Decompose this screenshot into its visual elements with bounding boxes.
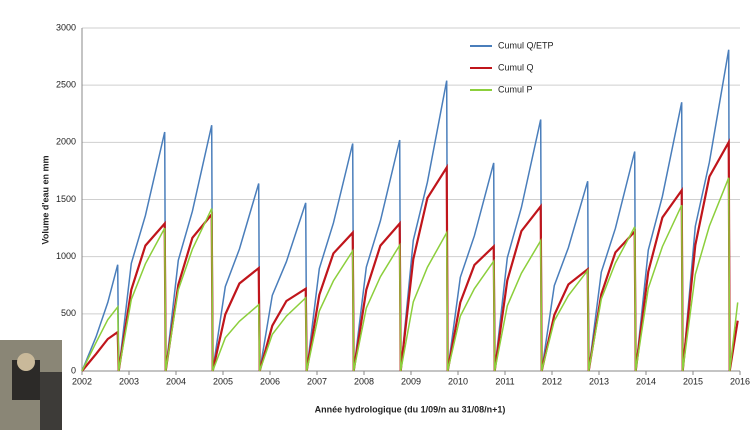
x-tick-label: 2011 — [495, 376, 514, 386]
y-tick-label: 1000 — [56, 251, 76, 261]
x-tick-label: 2008 — [354, 376, 374, 386]
x-tick-label: 2014 — [636, 376, 656, 386]
y-tick-label: 2500 — [56, 80, 76, 90]
x-tick-label: 2007 — [307, 376, 327, 386]
x-tick-label: 2003 — [119, 376, 139, 386]
x-tick-label: 2004 — [166, 376, 186, 386]
y-tick-label: 2000 — [56, 137, 76, 147]
x-tick-label: 2006 — [260, 376, 280, 386]
y-tick-label: 1500 — [56, 194, 76, 204]
y-tick-label: 0 — [71, 365, 76, 375]
x-tick-label: 2012 — [542, 376, 562, 386]
x-tick-label: 2005 — [213, 376, 233, 386]
x-tick-label: 2010 — [448, 376, 468, 386]
legend-label: Cumul Q — [498, 62, 534, 72]
y-tick-label: 500 — [61, 308, 76, 318]
webcam-thumbnail — [0, 340, 62, 430]
x-tick-label: 2016 — [730, 376, 750, 386]
y-axis-label: Volume d'eau en mm — [40, 156, 50, 245]
y-tick-label: 3000 — [56, 22, 76, 32]
x-tick-label: 2002 — [72, 376, 92, 386]
x-tick-label: 2015 — [683, 376, 703, 386]
legend-label: Cumul P — [498, 84, 533, 94]
legend-label: Cumul Q/ETP — [498, 40, 554, 50]
x-tick-label: 2009 — [401, 376, 421, 386]
x-axis-label: Année hydrologique (du 1/09/n au 31/08/n… — [315, 404, 506, 414]
series-line — [81, 177, 739, 372]
x-tick-label: 2013 — [589, 376, 609, 386]
